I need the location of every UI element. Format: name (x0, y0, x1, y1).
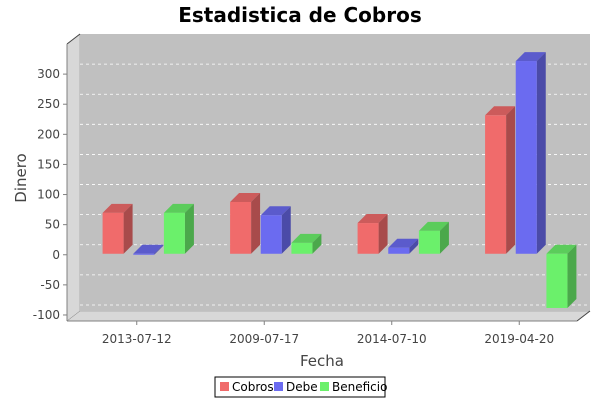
plot-top-edge (66, 33, 81, 45)
bar-front-face (133, 253, 155, 255)
bar-front-face (291, 242, 313, 254)
bar-top-face (485, 106, 516, 116)
bar-side-face (536, 52, 546, 254)
bar-cobros (102, 203, 133, 254)
bar-front-face (485, 115, 507, 254)
bar-debe (133, 244, 164, 255)
bar-top-face (260, 206, 291, 216)
legend-item-cobros: Cobros (220, 380, 274, 394)
bar-side-face (281, 206, 291, 254)
bar-side-face (378, 214, 388, 254)
x-tick-label: 2009-07-17 (229, 332, 299, 346)
bar-side-face (312, 233, 322, 254)
plot-right-edge (576, 310, 591, 322)
bar-front-face (388, 247, 410, 254)
bar-debe (515, 52, 546, 254)
y-tick-label: 100 (37, 188, 60, 202)
bar-beneficio (291, 233, 322, 254)
bar-front-face (102, 212, 124, 254)
bar-side-face (123, 203, 133, 254)
bar-cobros (485, 106, 516, 254)
y-tick-label: 250 (37, 97, 60, 111)
x-tick-label: 2014-07-10 (357, 332, 427, 346)
bar-top-face (163, 203, 194, 213)
bar-top-face (546, 244, 577, 254)
bar-front-face (230, 201, 252, 254)
legend-item-debe: Debe (274, 380, 318, 394)
y-tick-label: 150 (37, 157, 60, 171)
legend-box (214, 376, 386, 398)
plot-floor (66, 310, 591, 322)
bar-top-face (291, 233, 322, 243)
bar-top-face (515, 52, 546, 62)
bar-debe (388, 238, 419, 254)
y-tick-label: -100 (33, 308, 60, 322)
bar-side-face (251, 192, 261, 254)
bar-beneficio (163, 203, 194, 254)
bar-front-face (418, 230, 440, 254)
bar-front-face (260, 215, 282, 254)
x-tick-label: 2013-07-12 (102, 332, 172, 346)
legend-swatch-beneficio (320, 382, 329, 391)
bar-front-face (357, 223, 379, 254)
bar-front-face (515, 61, 537, 254)
bar-debe (260, 206, 291, 254)
bar-side-face (567, 244, 577, 308)
bar-front-face (163, 212, 185, 254)
bar-cobros (230, 192, 261, 254)
bar-beneficio (418, 221, 449, 254)
y-axis-label: Dinero (12, 153, 30, 202)
y-tick-label: -50 (40, 278, 60, 292)
bar-top-face (388, 238, 419, 248)
legend-item-beneficio: Beneficio (320, 380, 387, 394)
bar-side-face (154, 244, 164, 255)
chart-title: Estadistica de Cobros (178, 3, 422, 27)
bar-top-face (133, 244, 164, 254)
legend-swatch-cobros (220, 382, 229, 391)
x-tick-label: 2019-04-20 (484, 332, 554, 346)
bar-cobros (357, 214, 388, 254)
bar-top-face (102, 203, 133, 213)
legend-label-beneficio: Beneficio (332, 380, 387, 394)
bar-top-face (357, 214, 388, 224)
bar-front-face (546, 253, 568, 308)
y-tick-label: 200 (37, 127, 60, 141)
legend-swatch-debe (274, 382, 283, 391)
plot-left-wall (66, 33, 81, 322)
bar-beneficio (546, 244, 577, 308)
bar-side-face (184, 203, 194, 254)
y-tick-label: 50 (45, 218, 60, 232)
y-tick-label: 300 (37, 67, 60, 81)
x-axis-label: Fecha (300, 352, 344, 370)
bar-top-face (230, 192, 261, 202)
legend-label-debe: Debe (286, 380, 318, 394)
y-tick-label: 0 (52, 248, 60, 262)
bar-side-face (506, 106, 516, 254)
bar-top-face (418, 221, 449, 231)
bar-side-face (409, 238, 419, 254)
bar-side-face (439, 221, 449, 254)
legend-label-cobros: Cobros (232, 380, 274, 394)
